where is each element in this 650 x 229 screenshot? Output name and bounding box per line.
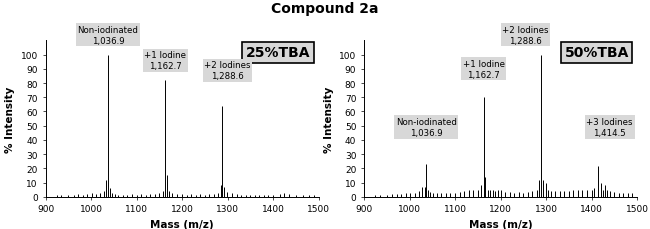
Text: 25%TBA: 25%TBA [246, 46, 310, 60]
Text: Compound 2a: Compound 2a [271, 2, 379, 16]
Text: +1 Iodine
1,162.7: +1 Iodine 1,162.7 [463, 60, 504, 79]
Text: +3 Iodines
1,414.5: +3 Iodines 1,414.5 [586, 117, 633, 137]
Text: Non-iodinated
1,036.9: Non-iodinated 1,036.9 [396, 117, 457, 137]
Text: +1 Iodine
1,162.7: +1 Iodine 1,162.7 [144, 51, 186, 71]
Text: Non-iodinated
1,036.9: Non-iodinated 1,036.9 [77, 25, 138, 46]
X-axis label: Mass (m/z): Mass (m/z) [150, 219, 214, 229]
Y-axis label: % Intensity: % Intensity [324, 86, 333, 152]
Text: 50%TBA: 50%TBA [564, 46, 629, 60]
Text: +2 Iodines
1,288.6: +2 Iodines 1,288.6 [204, 61, 251, 81]
X-axis label: Mass (m/z): Mass (m/z) [469, 219, 532, 229]
Text: +2 Iodines
1,288.6: +2 Iodines 1,288.6 [502, 25, 549, 46]
Y-axis label: % Intensity: % Intensity [5, 86, 15, 152]
